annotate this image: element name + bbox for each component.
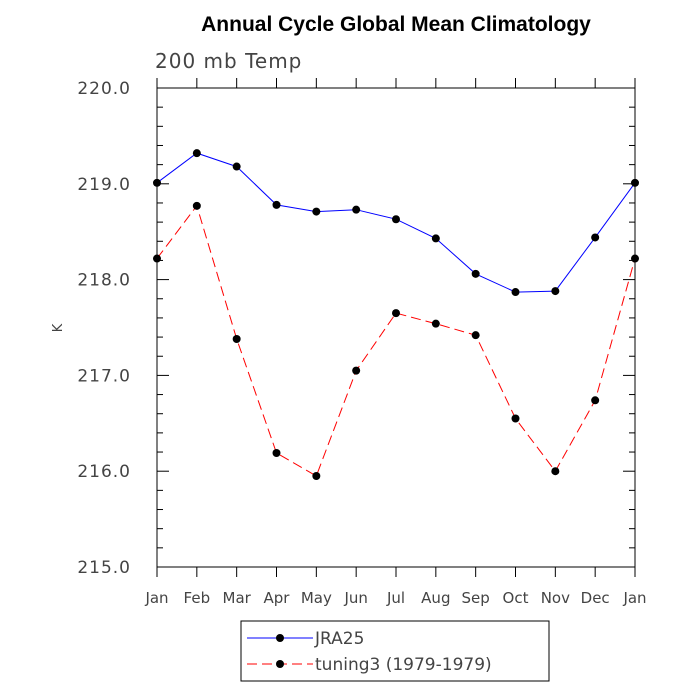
y-tick-label: 216.0 xyxy=(77,462,131,482)
x-tick-label: Jan xyxy=(144,589,168,607)
data-point-0 xyxy=(272,200,281,209)
data-point-1 xyxy=(272,448,281,457)
legend-label-jra25: JRA25 xyxy=(314,629,364,649)
data-point-1 xyxy=(312,471,321,480)
x-tick-label: Jul xyxy=(386,589,405,607)
data-point-1 xyxy=(192,201,201,210)
chart-title: Annual Cycle Global Mean Climatology xyxy=(201,13,591,36)
data-point-0 xyxy=(192,149,201,158)
data-point-1 xyxy=(511,414,520,423)
x-tick-label: Aug xyxy=(421,589,450,607)
y-tick-label: 220.0 xyxy=(77,79,131,99)
data-point-0 xyxy=(312,207,321,216)
data-point-1 xyxy=(392,309,400,318)
legend-box xyxy=(240,620,550,682)
series-line-1 xyxy=(156,204,636,477)
data-point-1 xyxy=(591,396,600,405)
data-point-1 xyxy=(153,254,161,263)
series-layer xyxy=(153,149,639,480)
data-point-1 xyxy=(352,366,361,375)
data-point-0 xyxy=(392,215,400,224)
data-point-0 xyxy=(471,269,480,278)
data-point-0 xyxy=(352,205,361,214)
y-tick-label: 215.0 xyxy=(77,558,131,578)
x-tick-label: Sep xyxy=(462,589,490,607)
x-tick-label: Dec xyxy=(581,589,610,607)
y-tick-label: 219.0 xyxy=(77,175,131,195)
chart-subtitle: 200 mb Temp xyxy=(155,49,302,73)
y-tick-label: 218.0 xyxy=(77,271,131,291)
x-tick-label: May xyxy=(301,589,332,607)
data-point-1 xyxy=(232,334,241,343)
data-point-0 xyxy=(431,234,440,243)
legend-marker-tuning3 xyxy=(276,660,284,668)
data-point-0 xyxy=(153,178,161,187)
x-tick-label: Feb xyxy=(184,589,211,607)
legend-marker-jra25 xyxy=(276,634,284,642)
data-point-0 xyxy=(631,178,639,187)
data-point-0 xyxy=(232,162,241,171)
x-tick-labels: Jan Feb Mar Apr May Jun Jul Aug Sep Oct Nov Dec Jan xyxy=(144,589,646,607)
data-point-0 xyxy=(551,287,560,296)
y-axis-label: K xyxy=(51,323,66,332)
x-tick-label: Jan xyxy=(622,589,646,607)
legend-label-tuning3: tuning3 (1979-1979) xyxy=(315,655,492,675)
data-point-0 xyxy=(511,288,520,297)
x-tick-label: Oct xyxy=(503,589,529,607)
x-tick-label: Nov xyxy=(541,589,570,607)
x-tick-label: Mar xyxy=(223,589,252,607)
data-point-1 xyxy=(551,467,560,476)
y-tick-labels: 215.0 216.0 217.0 218.0 219.0 220.0 xyxy=(77,79,131,578)
data-point-1 xyxy=(631,254,639,263)
axis-ticks xyxy=(156,78,636,577)
data-point-1 xyxy=(431,319,440,328)
plot-frame xyxy=(156,87,636,568)
legend: JRA25 tuning3 (1979-1979) xyxy=(240,620,550,682)
data-point-0 xyxy=(591,233,600,242)
data-point-1 xyxy=(471,331,480,340)
x-tick-label: Apr xyxy=(264,589,291,607)
x-tick-label: Jun xyxy=(343,589,367,607)
y-tick-label: 217.0 xyxy=(77,366,131,386)
